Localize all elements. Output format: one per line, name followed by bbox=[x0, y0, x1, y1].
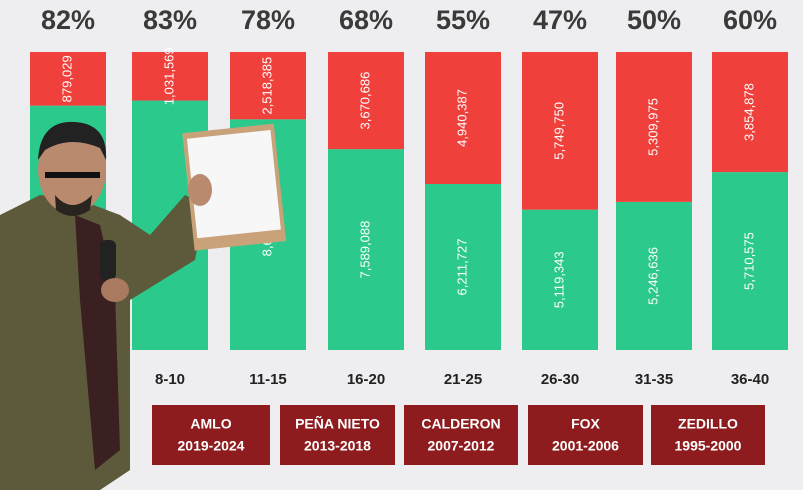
clipboard bbox=[182, 123, 287, 251]
bar-segment bbox=[328, 149, 404, 350]
x-tick-label: 36-40 bbox=[731, 371, 769, 388]
x-tick-label: 31-35 bbox=[635, 371, 673, 388]
bar-segment bbox=[30, 52, 106, 106]
bar-segment bbox=[616, 52, 692, 202]
bar-segment bbox=[425, 184, 501, 350]
presenter bbox=[0, 121, 287, 490]
period-years: 2013-2018 bbox=[304, 438, 371, 454]
bar-segment bbox=[328, 52, 404, 150]
period-box bbox=[152, 405, 270, 465]
data-label: 4,940,387 bbox=[454, 89, 469, 147]
period-name: CALDERON bbox=[421, 416, 500, 432]
bar-segment bbox=[522, 209, 598, 350]
bar-segment bbox=[522, 52, 598, 210]
x-tick-label: 26-30 bbox=[541, 371, 579, 388]
bar-segment bbox=[616, 201, 692, 350]
period-box bbox=[528, 405, 643, 465]
data-label: 7,589,088 bbox=[357, 221, 372, 279]
percentage-label: 60% bbox=[723, 5, 777, 35]
period-box bbox=[651, 405, 765, 465]
hand bbox=[188, 174, 212, 206]
data-label: 3,854,878 bbox=[741, 83, 756, 141]
percentage-label: 68% bbox=[339, 5, 393, 35]
data-label: 5,119,343 bbox=[551, 251, 566, 308]
beard bbox=[55, 195, 92, 216]
bar-segment bbox=[132, 52, 208, 101]
data-label: 5,710,575 bbox=[741, 232, 756, 290]
percentage-label: 55% bbox=[436, 5, 490, 35]
data-label: 5,246,636 bbox=[645, 247, 660, 305]
head bbox=[38, 126, 106, 214]
data-label: 879,029 bbox=[59, 55, 74, 102]
period-years: 2001-2006 bbox=[552, 438, 619, 454]
period-name: ZEDILLO bbox=[678, 416, 738, 432]
data-label: 1,031,569 bbox=[161, 47, 176, 105]
bar-segment bbox=[230, 52, 306, 120]
x-tick-label: 16-20 bbox=[347, 371, 385, 388]
period-name: PEÑA NIETO bbox=[295, 415, 380, 432]
microphone bbox=[100, 240, 116, 280]
hair bbox=[38, 121, 107, 160]
data-label: 2,518,385 bbox=[259, 57, 274, 115]
period-name: AMLO bbox=[190, 416, 231, 432]
x-tick-label: 21-25 bbox=[444, 371, 482, 388]
bar-segment bbox=[712, 172, 788, 350]
x-tick-label: 11-15 bbox=[249, 371, 287, 388]
data-label: 5,749,750 bbox=[551, 102, 566, 160]
bar-segment bbox=[425, 52, 501, 185]
percentage-label: 50% bbox=[627, 5, 681, 35]
data-label: 6,211,727 bbox=[454, 239, 469, 296]
bar-segment bbox=[712, 52, 788, 173]
percentage-label: 83% bbox=[143, 5, 197, 35]
percentage-label: 82% bbox=[41, 5, 95, 35]
x-tick-label: 8-10 bbox=[155, 371, 185, 388]
data-label: 5,309,975 bbox=[645, 98, 660, 156]
period-years: 2007-2012 bbox=[428, 438, 495, 454]
percentage-label: 47% bbox=[533, 5, 587, 35]
period-box bbox=[280, 405, 395, 465]
hand bbox=[101, 278, 129, 302]
period-name: FOX bbox=[571, 416, 600, 432]
percentage-label: 78% bbox=[241, 5, 295, 35]
data-label: 3,670,686 bbox=[357, 72, 372, 130]
period-box bbox=[404, 405, 518, 465]
period-years: 2019-2024 bbox=[178, 438, 245, 454]
paper bbox=[186, 129, 281, 239]
period-years: 1995-2000 bbox=[675, 438, 742, 454]
